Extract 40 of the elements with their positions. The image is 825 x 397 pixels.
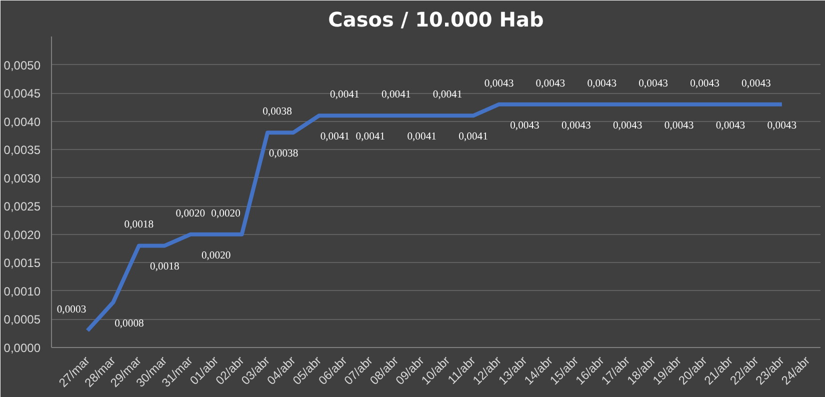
data-label: 0,0041 (458, 132, 488, 143)
y-tick-label: 0,0010 (4, 284, 41, 298)
data-label: 0,0043 (716, 120, 746, 132)
data-label: 0,0020 (211, 208, 240, 220)
data-label: 0,0038 (268, 148, 298, 160)
y-tick-label: 0,0015 (4, 256, 41, 270)
data-label: 0,0043 (536, 78, 566, 90)
data-label: 0,0018 (124, 220, 154, 231)
data-label: 0,0043 (510, 120, 540, 132)
data-label: 0,0043 (638, 78, 668, 90)
y-tick-label: 0,0030 (4, 171, 41, 186)
data-label: 0,0041 (432, 90, 462, 101)
data-label: 0,0043 (562, 120, 591, 132)
y-tick-label: 0,0045 (4, 86, 41, 101)
data-label: 0,0041 (356, 132, 386, 143)
data-label: 0,0008 (114, 318, 144, 330)
y-tick-label: 0,0050 (4, 58, 41, 72)
y-tick-label: 0,0035 (4, 143, 41, 158)
data-label: 0,0043 (484, 78, 514, 90)
y-tick-label: 0,0005 (4, 312, 41, 327)
y-tick-label: 0,0000 (4, 341, 41, 355)
data-label: 0,0043 (690, 78, 720, 90)
data-label: 0,0043 (612, 120, 642, 132)
data-label: 0,0041 (381, 90, 411, 101)
y-tick-label: 0,0020 (4, 228, 41, 242)
data-label: 0,0020 (176, 208, 206, 220)
data-label: 0,0018 (150, 262, 180, 273)
data-label: 0,0041 (407, 132, 437, 143)
y-tick-label: 0,0025 (4, 200, 41, 214)
data-label: 0,0020 (201, 250, 231, 262)
data-label: 0,0003 (56, 304, 86, 316)
chart-title: Casos / 10.000 Hab (328, 8, 544, 32)
data-label: 0,0043 (742, 78, 771, 90)
data-label: 0,0043 (767, 120, 797, 132)
data-label: 0,0041 (320, 132, 350, 143)
data-label: 0,0043 (587, 78, 617, 90)
data-label: 0,0041 (330, 90, 360, 101)
y-tick-label: 0,0040 (4, 114, 41, 129)
data-label: 0,0038 (262, 106, 292, 118)
data-label: 0,0043 (664, 120, 694, 132)
